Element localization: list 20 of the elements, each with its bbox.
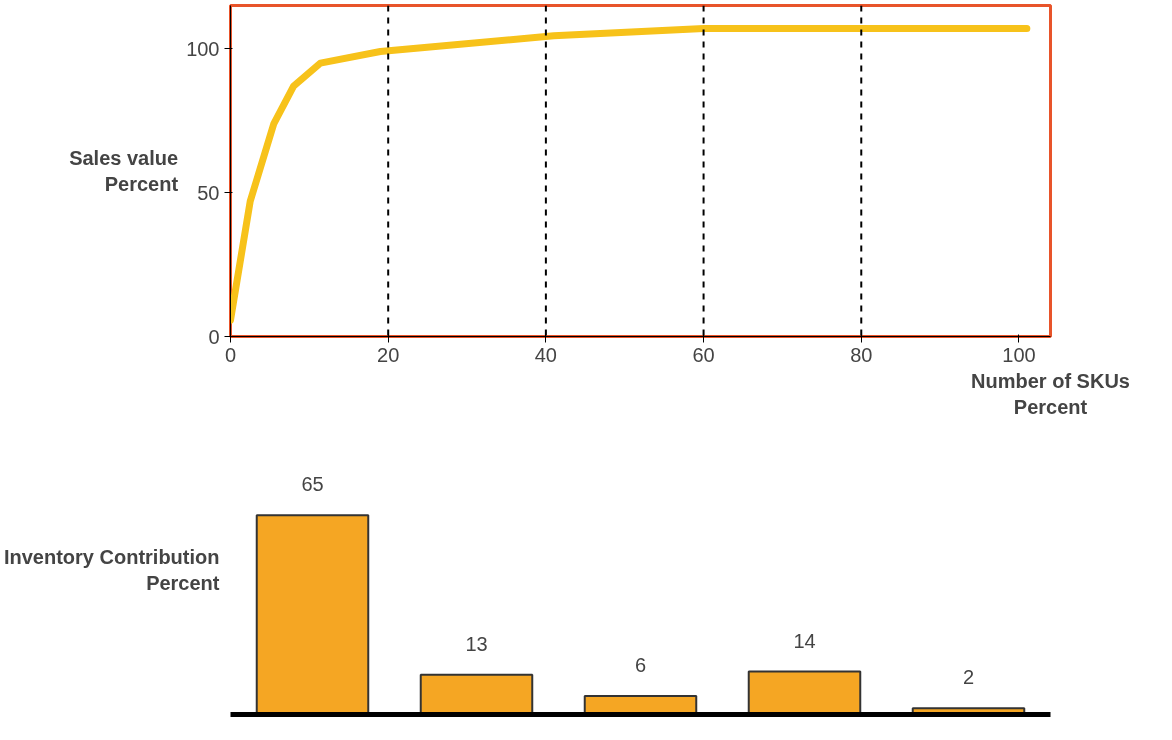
- x-tick-label: 60: [692, 343, 715, 366]
- data-label: 65: [301, 473, 324, 496]
- bar: [419, 673, 534, 715]
- bar: [747, 670, 862, 715]
- x-tick-label: 20: [377, 343, 400, 366]
- y-tick-label: 100: [186, 37, 220, 60]
- y-tick-label: 0: [208, 325, 220, 348]
- data-label: 2: [962, 666, 975, 689]
- data-label: 14: [793, 629, 816, 652]
- x-tick-label: 80: [850, 343, 873, 366]
- x-tick-label: 100: [1002, 343, 1036, 366]
- y-tick-label: 50: [197, 181, 220, 204]
- x-tick-label: 0: [224, 343, 237, 366]
- bar: [255, 514, 370, 715]
- x-axis-title: Number of SKUs Percent: [971, 369, 1130, 418]
- data-label: 13: [465, 632, 488, 655]
- y-axis-title: Sales value Percent: [69, 146, 179, 196]
- y-axis-title: Inventory Contribution Percent: [3, 545, 220, 595]
- data-label: 6: [634, 654, 647, 677]
- x-tick-label: 40: [534, 343, 558, 366]
